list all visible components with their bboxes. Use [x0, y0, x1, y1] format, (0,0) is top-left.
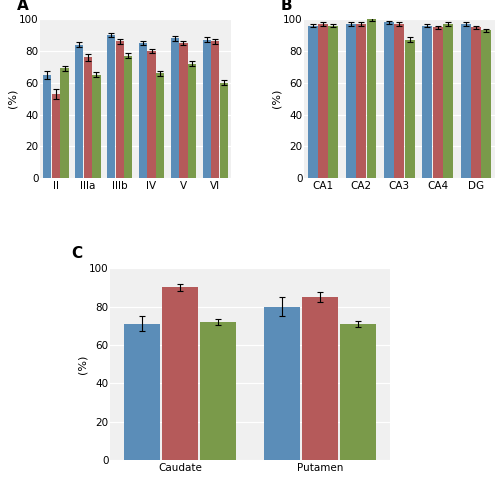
Bar	[308, 25, 318, 178]
Bar	[43, 75, 52, 178]
Bar	[264, 307, 300, 460]
Bar	[156, 73, 164, 178]
Bar	[139, 43, 147, 178]
Bar	[179, 43, 188, 178]
Bar	[170, 38, 179, 178]
Bar	[124, 324, 160, 460]
Bar	[116, 41, 124, 178]
Bar	[366, 19, 376, 178]
Bar	[52, 94, 60, 178]
Bar	[318, 24, 328, 178]
Bar	[328, 25, 338, 178]
Bar	[394, 24, 404, 178]
Y-axis label: (%): (%)	[78, 354, 88, 374]
Bar	[302, 297, 338, 460]
Bar	[60, 68, 68, 178]
Bar	[148, 51, 156, 178]
Bar	[124, 56, 132, 178]
Bar	[162, 287, 198, 460]
Bar	[405, 40, 414, 178]
Bar	[384, 23, 394, 178]
Bar	[200, 322, 236, 460]
Bar	[432, 27, 442, 178]
Text: C: C	[71, 246, 82, 261]
Bar	[471, 27, 481, 178]
Y-axis label: (%): (%)	[8, 89, 18, 108]
Y-axis label: (%): (%)	[272, 89, 281, 108]
Bar	[75, 45, 84, 178]
Bar	[202, 40, 211, 178]
Bar	[84, 57, 92, 178]
Bar	[481, 30, 491, 178]
Bar	[220, 83, 228, 178]
Text: A: A	[17, 0, 29, 13]
Bar	[188, 64, 196, 178]
Bar	[92, 75, 100, 178]
Bar	[356, 24, 366, 178]
Text: B: B	[281, 0, 292, 13]
Bar	[107, 35, 115, 178]
Bar	[340, 324, 376, 460]
Bar	[460, 24, 470, 178]
Bar	[443, 24, 453, 178]
Bar	[211, 41, 220, 178]
Bar	[346, 24, 356, 178]
Bar	[422, 25, 432, 178]
